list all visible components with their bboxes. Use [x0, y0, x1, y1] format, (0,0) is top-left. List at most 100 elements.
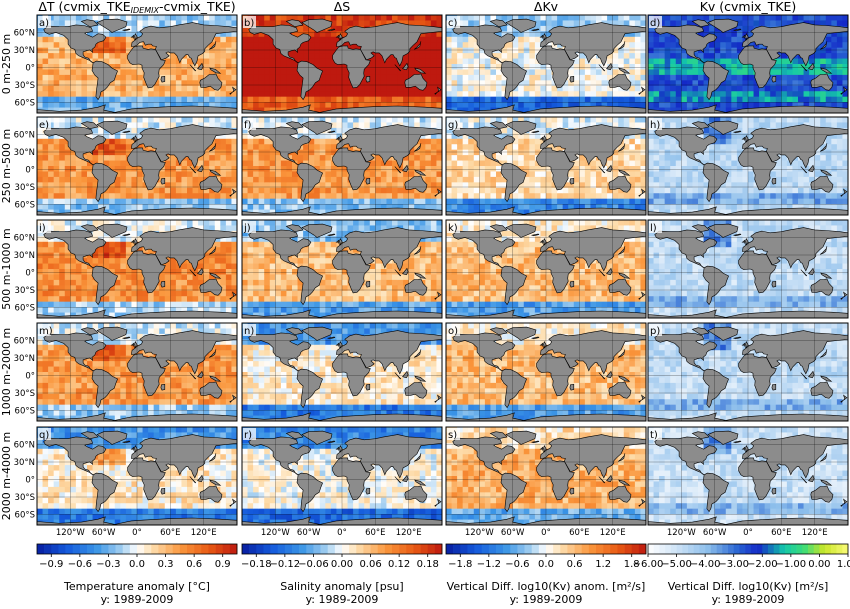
field-cell	[534, 96, 541, 103]
field-cell	[825, 58, 832, 65]
field-cell	[269, 193, 276, 200]
field-cell	[37, 85, 44, 92]
field-cell	[590, 176, 597, 183]
field-cell	[297, 80, 304, 87]
field-cell	[264, 69, 271, 76]
field-cell	[114, 80, 121, 87]
field-cell	[114, 176, 121, 183]
field-cell	[731, 36, 738, 43]
field-cell	[258, 122, 265, 129]
field-cell	[319, 209, 326, 215]
field-cell	[731, 107, 738, 113]
field-cell	[380, 91, 387, 98]
field-cell	[308, 155, 315, 162]
field-cell	[529, 155, 536, 162]
field-cell	[92, 80, 99, 87]
field-cell	[436, 58, 442, 65]
field-cell	[653, 58, 660, 65]
field-cell	[125, 138, 132, 145]
field-cell	[534, 171, 541, 178]
field-cell	[618, 85, 625, 92]
field-cell	[114, 64, 121, 70]
field-cell	[648, 102, 655, 109]
field-cell	[681, 102, 688, 109]
field-cell	[618, 117, 625, 123]
field-cell	[451, 80, 458, 87]
panel-label: e)	[39, 120, 49, 131]
field-cell	[590, 198, 597, 205]
field-cell	[131, 64, 138, 70]
field-cell	[297, 31, 304, 38]
field-cell	[114, 91, 121, 98]
field-cell	[590, 69, 597, 76]
field-cell	[546, 171, 553, 178]
field-cell	[414, 58, 421, 65]
field-cell	[75, 58, 82, 65]
field-cell	[473, 166, 480, 172]
field-cell	[314, 53, 321, 60]
map-panel: a)	[36, 14, 238, 114]
field-cell	[253, 80, 260, 87]
field-cell	[529, 138, 536, 145]
field-cell	[64, 58, 71, 65]
field-cell	[175, 171, 182, 178]
map-panel: g)	[445, 116, 647, 216]
field-cell	[148, 193, 155, 200]
field-cell	[479, 69, 486, 76]
field-cell	[496, 198, 503, 205]
field-cell	[269, 198, 276, 205]
field-cell	[209, 160, 216, 167]
field-cell	[81, 85, 88, 92]
field-cell	[501, 80, 508, 87]
field-cell	[192, 166, 199, 172]
field-cell	[275, 198, 282, 205]
field-cell	[457, 149, 464, 156]
field-cell	[59, 96, 66, 103]
field-cell	[473, 198, 480, 205]
field-cell	[275, 160, 282, 167]
field-cell	[264, 144, 271, 151]
field-cell	[703, 85, 710, 92]
field-cell	[670, 42, 677, 49]
field-cell	[87, 198, 94, 205]
field-cell	[369, 69, 376, 76]
field-cell	[709, 144, 716, 151]
field-cell	[446, 42, 453, 49]
field-cell	[181, 122, 188, 129]
field-cell	[181, 171, 188, 178]
field-cell	[48, 155, 55, 162]
field-cell	[496, 204, 503, 211]
field-cell	[551, 20, 558, 27]
field-cell	[397, 85, 404, 92]
field-cell	[225, 198, 232, 205]
field-cell	[670, 204, 677, 211]
field-cell	[325, 64, 332, 70]
field-cell	[175, 85, 182, 92]
field-cell	[392, 15, 399, 21]
field-cell	[720, 85, 727, 92]
field-cell	[258, 117, 265, 123]
field-cell	[692, 204, 699, 211]
field-cell	[408, 171, 415, 178]
field-cell	[479, 74, 486, 81]
field-cell	[675, 53, 682, 60]
field-cell	[457, 209, 464, 215]
field-cell	[430, 85, 437, 92]
field-cell	[314, 133, 321, 140]
field-cell	[623, 64, 630, 70]
field-cell	[342, 182, 349, 189]
field-cell	[490, 193, 497, 200]
field-cell	[546, 80, 553, 87]
field-cell	[203, 15, 210, 21]
field-cell	[48, 42, 55, 49]
field-cell	[681, 91, 688, 98]
field-cell	[403, 91, 410, 98]
field-cell	[436, 80, 442, 87]
field-cell	[601, 193, 608, 200]
field-cell	[247, 69, 254, 76]
field-cell	[698, 47, 705, 54]
field-cell	[686, 80, 693, 87]
field-cell	[490, 91, 497, 98]
field-cell	[325, 91, 332, 98]
field-cell	[648, 69, 655, 76]
